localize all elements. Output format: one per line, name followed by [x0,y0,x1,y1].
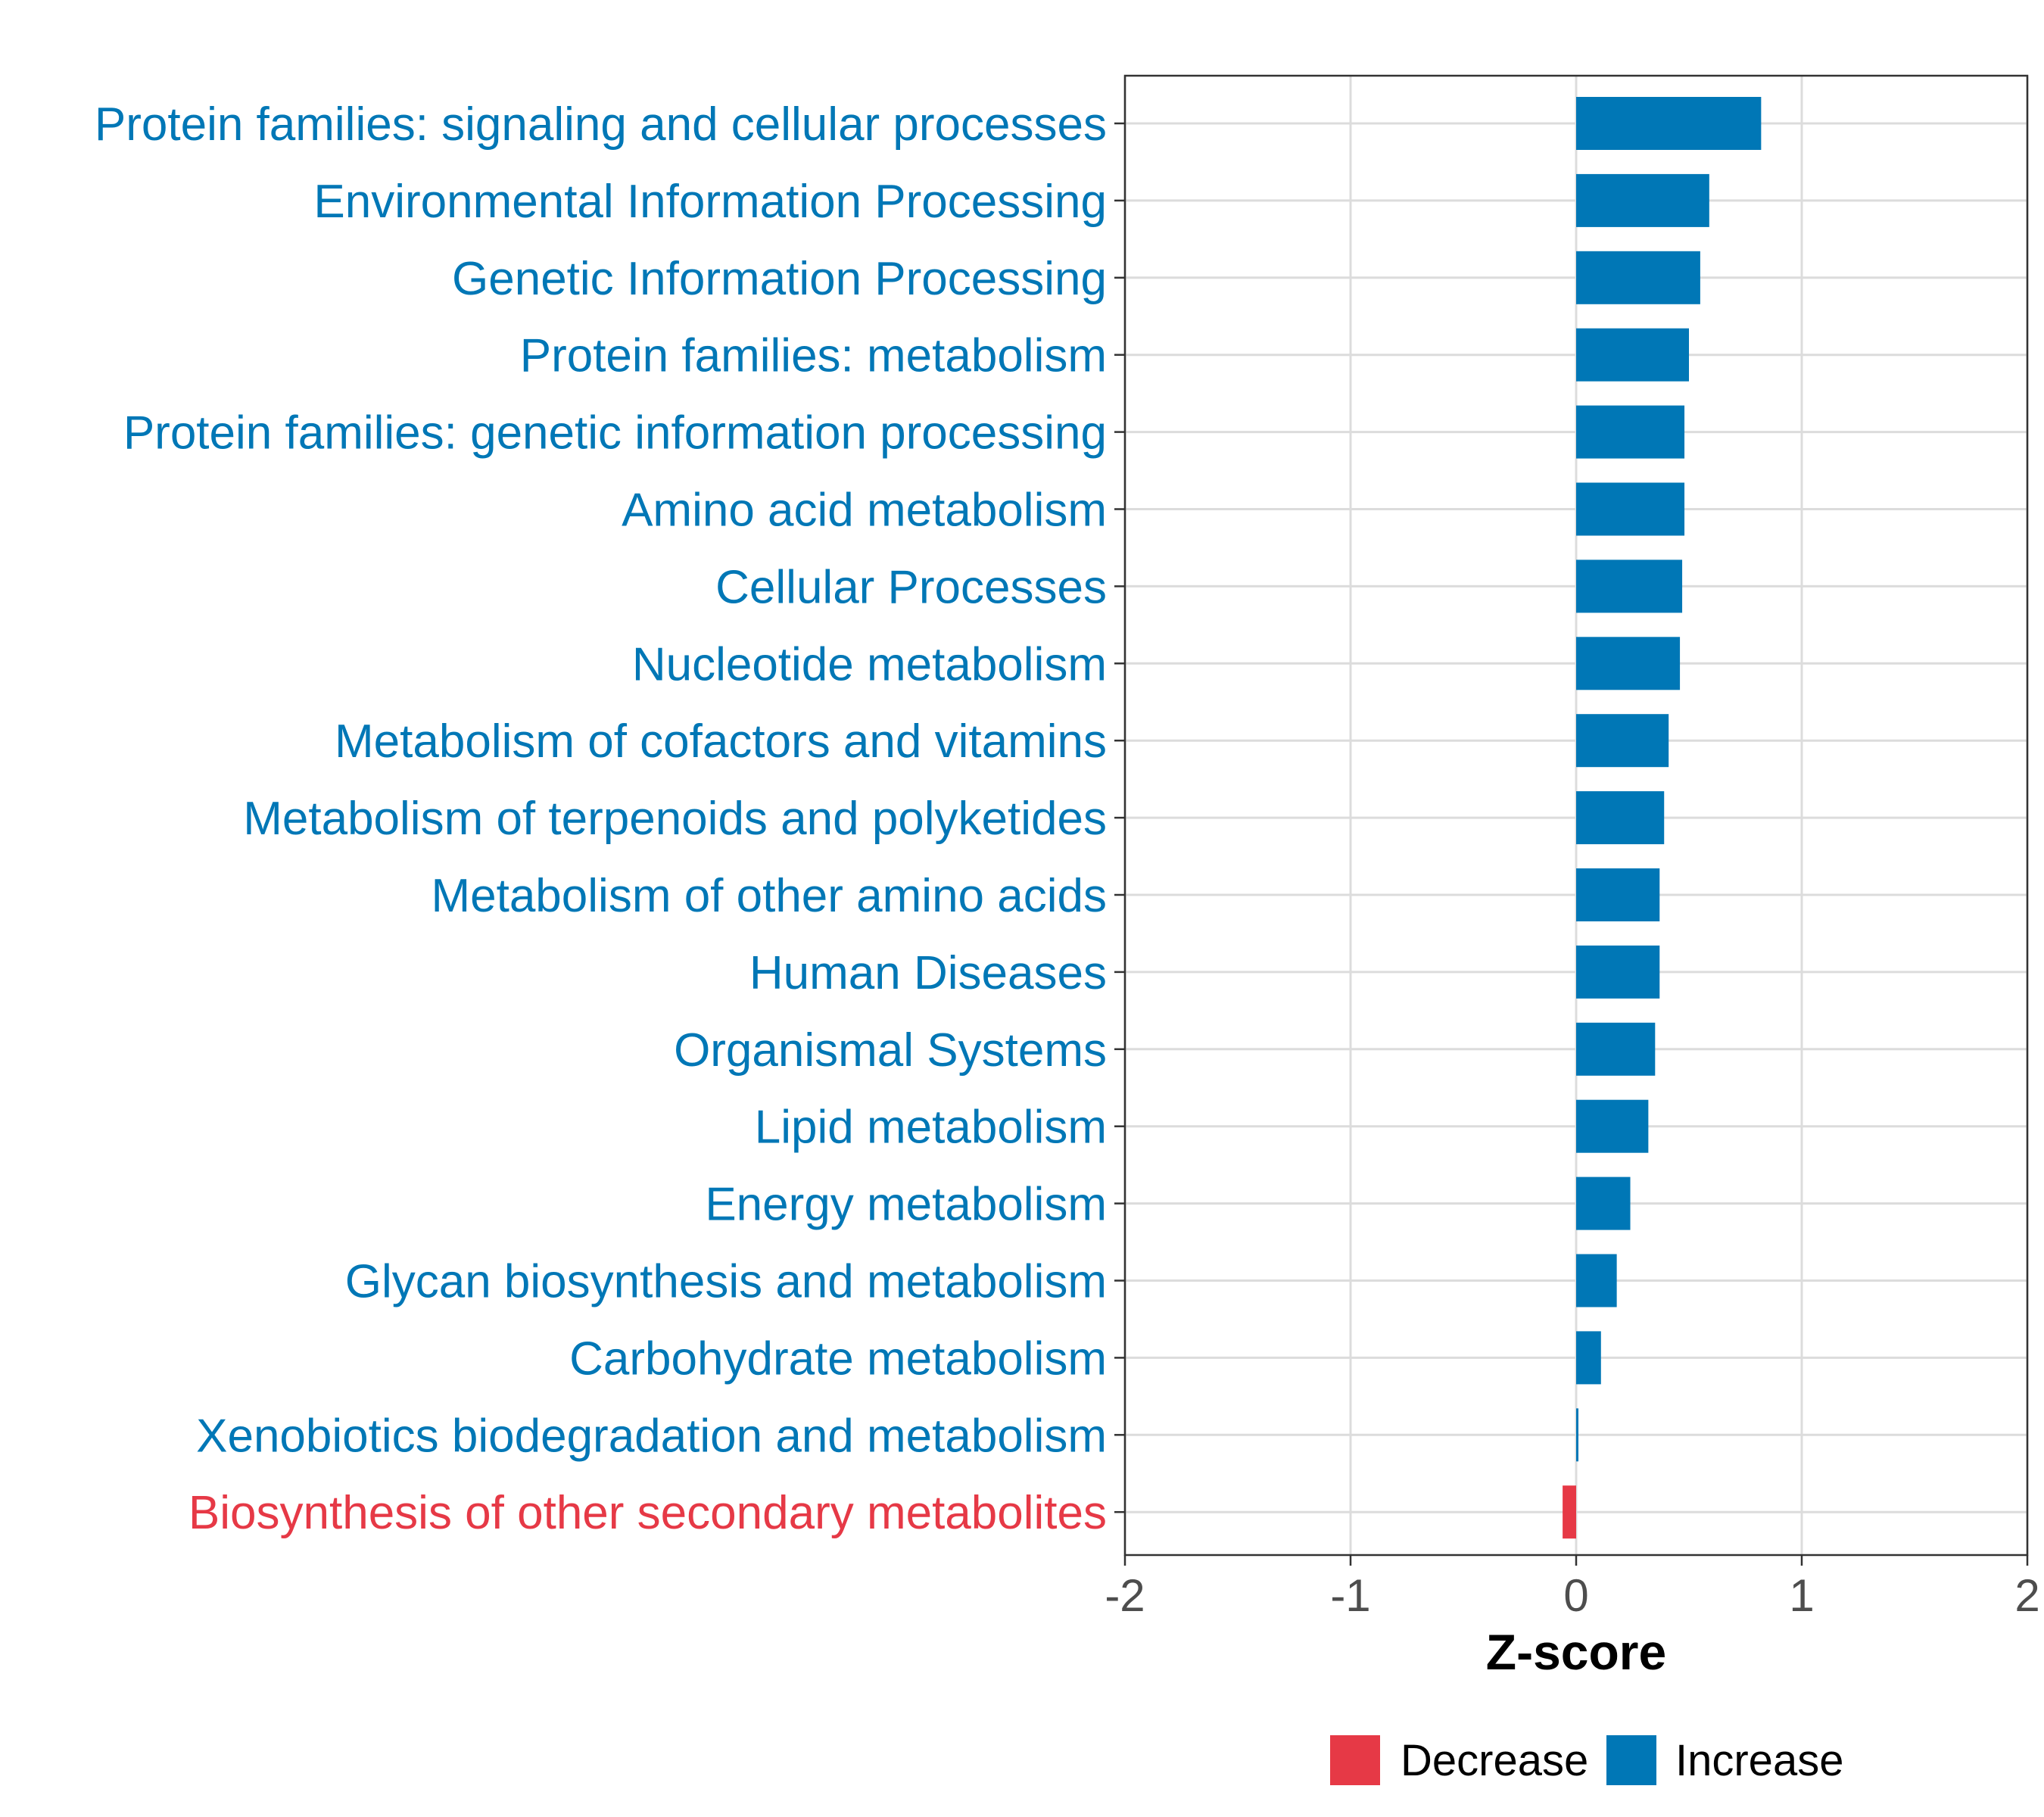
bar-18 [1576,1408,1578,1462]
bar-13 [1576,1022,1656,1076]
category-label: Cellular Processes [715,561,1107,613]
category-label: Protein families: signaling and cellular… [95,98,1107,151]
x-tick-label: -2 [1105,1570,1145,1621]
category-label: Glycan biosynthesis and metabolism [345,1256,1107,1308]
bar-7 [1576,559,1683,613]
bar-1 [1576,97,1762,150]
bar-3 [1576,251,1700,304]
category-label: Amino acid metabolism [622,485,1107,537]
x-axis-ticks: -2 -1 0 1 2 [1105,1555,2040,1621]
y-axis-ticks [1114,122,1125,1513]
x-axis-title: Z-score [1486,1624,1666,1680]
category-label: Biosynthesis of other secondary metaboli… [189,1487,1107,1539]
x-tick-label: 2 [2014,1570,2039,1621]
category-label: Environmental Information Processing [313,176,1107,228]
y-axis-category-labels: Protein families: signaling and cellular… [95,98,1107,1539]
category-label: Metabolism of other amino acids [431,870,1107,922]
x-tick-label: 1 [1789,1570,1814,1621]
category-label: Carbohydrate metabolism [569,1332,1107,1385]
category-label: Metabolism of cofactors and vitamins [335,715,1107,768]
category-label: Protein families: metabolism [520,330,1107,382]
legend-swatch-increase [1606,1735,1656,1785]
bars [1563,97,1762,1539]
bar-11 [1576,868,1660,921]
bar-9 [1576,714,1669,768]
x-tick-label: -1 [1330,1570,1370,1621]
bar-15 [1576,1177,1631,1230]
category-label: Energy metabolism [705,1179,1107,1231]
category-label: Lipid metabolism [755,1102,1107,1154]
bar-12 [1576,945,1660,999]
category-label: Genetic Information Processing [452,253,1107,305]
bar-6 [1576,482,1685,536]
bar-14 [1576,1099,1649,1153]
category-label: Human Diseases [749,947,1107,999]
category-label: Xenobiotics biodegradation and metabolis… [196,1410,1107,1462]
legend-swatch-decrease [1330,1735,1380,1785]
bar-5 [1576,405,1685,459]
category-label: Metabolism of terpenoids and polyketides [243,793,1107,845]
bar-8 [1576,637,1681,690]
bar-4 [1576,328,1689,382]
bar-16 [1576,1254,1617,1307]
bar-19 [1563,1485,1576,1539]
category-label: Protein families: genetic information pr… [123,407,1107,460]
bar-10 [1576,791,1665,845]
bar-2 [1576,173,1709,227]
x-tick-label: 0 [1563,1570,1588,1621]
legend-label-increase: Increase [1675,1736,1843,1785]
category-label: Nucleotide metabolism [632,638,1107,690]
legend: Decrease Increase [1330,1735,1843,1785]
legend-label-decrease: Decrease [1401,1736,1588,1785]
category-label: Organismal Systems [674,1024,1107,1077]
bar-17 [1576,1331,1601,1385]
